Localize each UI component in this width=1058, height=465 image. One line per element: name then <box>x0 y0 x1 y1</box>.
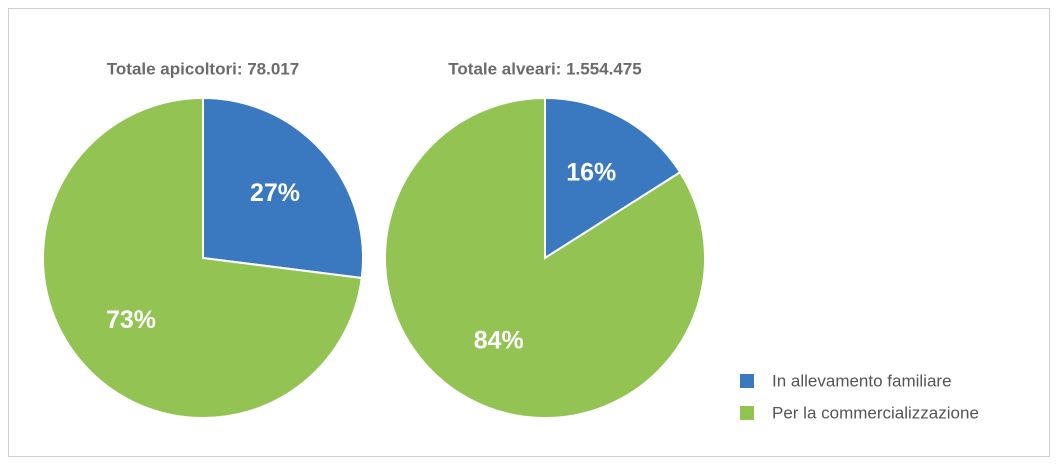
chart-title: Totale apicoltori: 78.017 <box>107 59 299 78</box>
legend-label: In allevamento familiare <box>772 371 952 390</box>
legend-swatch <box>740 374 754 388</box>
data-label: 27% <box>250 179 300 207</box>
pie-slice <box>202 96 364 280</box>
data-label: 73% <box>106 306 156 334</box>
legend-swatch <box>740 406 754 420</box>
pie-slice <box>384 96 706 419</box>
chart-title: Totale alveari: 1.554.475 <box>448 59 641 78</box>
data-label: 16% <box>566 158 616 186</box>
legend-label: Per la commercializzazione <box>772 403 979 422</box>
data-label: 84% <box>474 327 524 355</box>
pie-slice <box>42 96 363 419</box>
frame <box>8 8 1050 457</box>
pie-slice <box>544 96 682 260</box>
